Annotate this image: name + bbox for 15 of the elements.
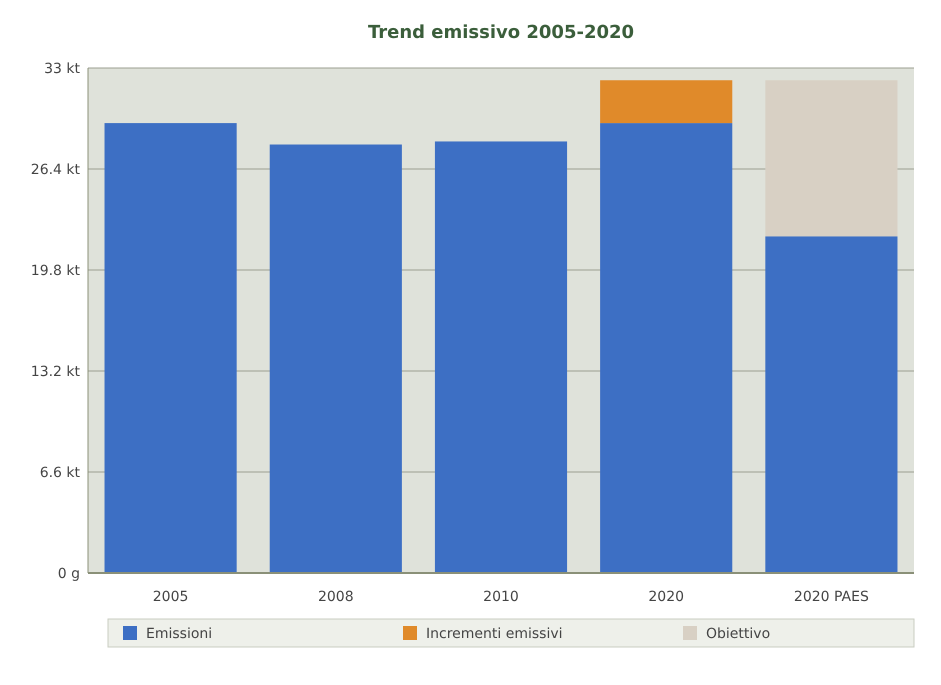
y-tick-label: 26.4 kt xyxy=(30,162,81,178)
y-tick-label: 0 g xyxy=(58,566,80,582)
chart-title: Trend emissivo 2005-2020 xyxy=(368,22,634,43)
x-tick-label: 2005 xyxy=(152,589,188,605)
x-tick-label: 2020 PAES xyxy=(794,589,869,605)
y-tick-label: 33 kt xyxy=(44,60,80,77)
y-tick-label: 6.6 kt xyxy=(40,464,81,481)
x-tick-label: 2010 xyxy=(483,589,519,605)
y-tick-label: 19.8 kt xyxy=(30,262,81,279)
y-tick-label: 13.2 kt xyxy=(30,364,81,380)
legend-label: Obiettivo xyxy=(706,626,770,642)
x-tick-label: 2008 xyxy=(318,589,354,605)
x-tick-label: 2020 xyxy=(648,589,684,605)
legend-label: Incrementi emissivi xyxy=(426,626,563,642)
legend-label: Emissioni xyxy=(146,626,212,642)
